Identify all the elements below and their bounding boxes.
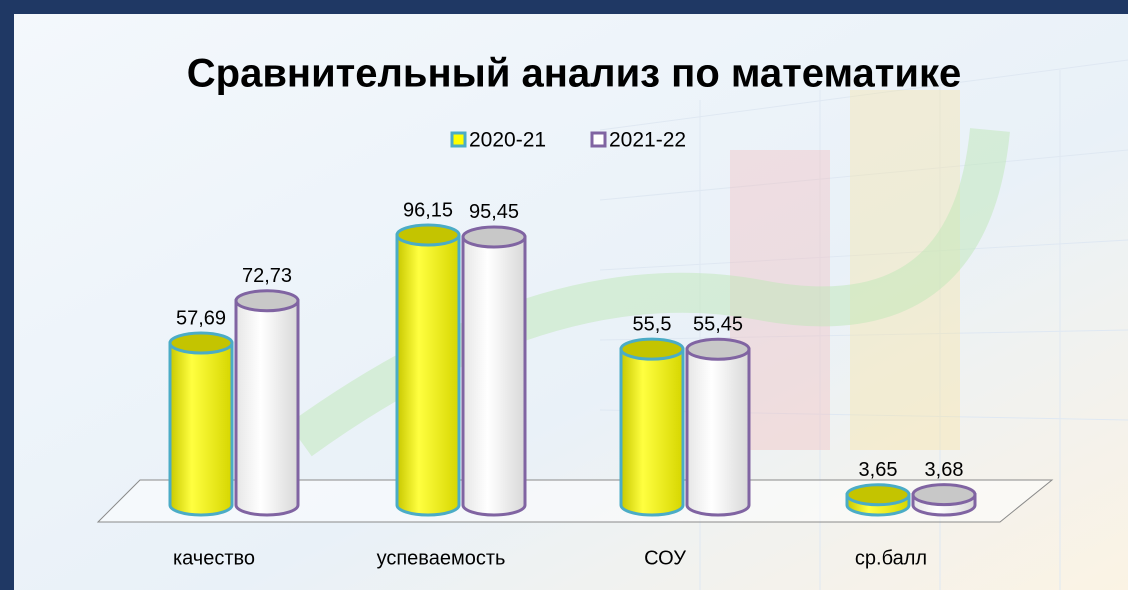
bar-top bbox=[395, 223, 461, 247]
bar-top bbox=[619, 337, 685, 361]
x-tick-label: качество bbox=[173, 547, 255, 569]
cylinder bbox=[911, 483, 977, 517]
legend-swatch bbox=[590, 131, 607, 148]
value-label: 3,68 bbox=[925, 459, 964, 481]
value-label: 96,15 bbox=[403, 199, 453, 221]
bar bbox=[234, 299, 300, 517]
x-tick-label: успеваемость bbox=[377, 547, 506, 569]
bar-top bbox=[685, 337, 751, 361]
bar bbox=[395, 233, 461, 517]
bar-top bbox=[168, 331, 234, 355]
bar-top bbox=[461, 225, 527, 249]
legend-label: 2020-21 bbox=[469, 129, 546, 152]
value-label: 55,45 bbox=[693, 314, 743, 336]
bar-top bbox=[234, 289, 300, 313]
bar-top bbox=[911, 483, 977, 507]
bar-top bbox=[845, 483, 911, 507]
cylinder bbox=[395, 223, 461, 517]
legend-swatch bbox=[450, 131, 467, 148]
value-label: 72,73 bbox=[242, 265, 292, 287]
value-label: 55,5 bbox=[633, 313, 672, 335]
cylinder bbox=[168, 331, 234, 517]
cylinder bbox=[685, 337, 751, 517]
x-tick-label: СОУ bbox=[644, 547, 686, 569]
bar bbox=[461, 235, 527, 517]
cylinder bbox=[845, 483, 911, 517]
bar bbox=[685, 347, 751, 517]
bar bbox=[619, 347, 685, 517]
value-label: 3,65 bbox=[859, 459, 898, 481]
bar bbox=[168, 341, 234, 517]
legend-label: 2021-22 bbox=[609, 129, 686, 152]
chart-title: Сравнительный анализ по математике bbox=[187, 52, 962, 96]
value-label: 57,69 bbox=[176, 307, 226, 329]
cylinder bbox=[234, 289, 300, 517]
cylinder bbox=[461, 225, 527, 517]
cylinder bbox=[619, 337, 685, 517]
value-label: 95,45 bbox=[469, 201, 519, 223]
x-tick-label: ср.балл bbox=[855, 547, 927, 569]
